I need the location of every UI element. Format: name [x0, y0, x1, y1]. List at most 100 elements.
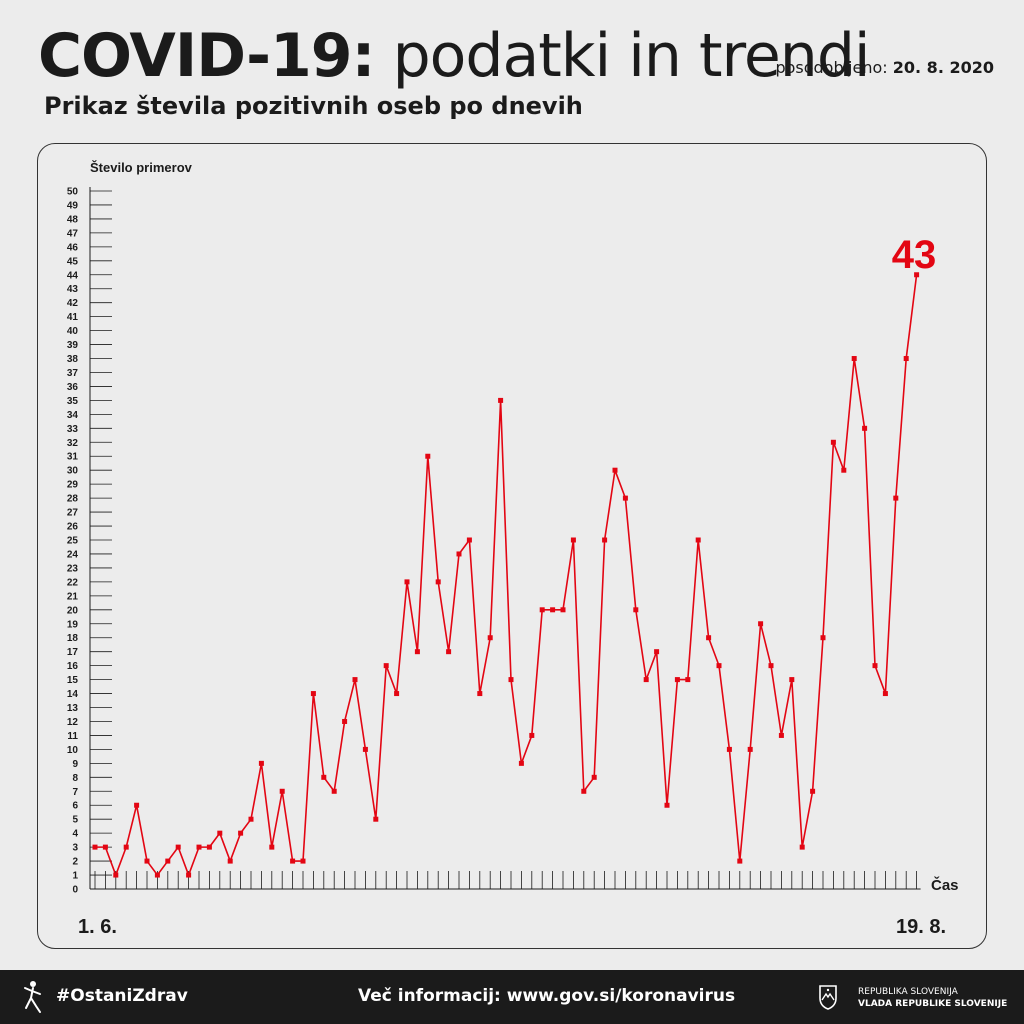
data-point: [539, 607, 545, 613]
data-point: [248, 816, 254, 822]
y-tick-label: 31: [67, 452, 79, 463]
data-point: [872, 663, 878, 669]
page-title: COVID-19: podatki in trendi: [38, 16, 871, 96]
y-tick-label: 34: [67, 410, 79, 421]
x-start-label: 1. 6.: [78, 916, 117, 938]
data-point: [789, 677, 795, 683]
data-point: [186, 872, 192, 878]
data-point: [425, 453, 431, 459]
data-point: [123, 844, 129, 850]
data-point: [92, 844, 98, 850]
y-tick-label: 10: [67, 745, 79, 756]
updated-stamp: posodobljeno: 20. 8. 2020: [775, 58, 994, 77]
title-light: podatki in trendi: [392, 21, 871, 91]
y-axis-label: Število primerov: [90, 160, 193, 175]
data-point: [362, 746, 368, 752]
data-point: [383, 663, 389, 669]
y-tick-label: 4: [72, 829, 78, 840]
y-tick-label: 32: [67, 438, 79, 449]
data-point: [331, 788, 337, 794]
y-tick-label: 17: [67, 647, 79, 658]
government-coat-of-arms-icon: [819, 985, 837, 1010]
updated-date: 20. 8. 2020: [892, 58, 994, 77]
y-tick-label: 33: [67, 424, 79, 435]
y-tick-label: 12: [67, 717, 79, 728]
data-point: [862, 425, 868, 431]
data-point: [258, 760, 264, 766]
data-point: [154, 872, 160, 878]
gov-line-1: REPUBLIKA SLOVENIJA: [858, 987, 958, 997]
y-tick-label: 23: [67, 563, 79, 574]
data-point: [404, 579, 410, 585]
chart-subtitle: Prikaz števila pozitivnih oseb po dnevih: [44, 92, 583, 120]
data-point: [695, 537, 701, 543]
data-point: [799, 844, 805, 850]
y-tick-label: 44: [67, 270, 79, 281]
y-tick-label: 48: [67, 214, 79, 225]
x-axis-label: Čas: [931, 876, 959, 894]
x-end-label: 19. 8.: [896, 916, 946, 938]
y-tick-label: 20: [67, 605, 79, 616]
data-point: [768, 663, 774, 669]
footer-bar: #OstaniZdrav Več informacij: www.gov.si/…: [0, 970, 1024, 1024]
data-point: [466, 537, 472, 543]
gov-line-2: VLADA REPUBLIKE SLOVENIJE: [858, 999, 1008, 1009]
y-tick-label: 25: [67, 536, 79, 547]
y-tick-label: 46: [67, 242, 79, 253]
data-point: [279, 788, 285, 794]
data-point: [342, 718, 348, 724]
data-point: [394, 691, 400, 697]
data-point: [373, 816, 379, 822]
data-point: [529, 732, 535, 738]
data-point: [882, 691, 888, 697]
data-point: [726, 746, 732, 752]
data-point: [654, 649, 660, 655]
data-point: [134, 802, 140, 808]
y-tick-label: 27: [67, 508, 79, 519]
data-point: [456, 551, 462, 557]
y-tick-label: 26: [67, 522, 79, 533]
data-point: [446, 649, 452, 655]
y-tick-label: 41: [67, 312, 79, 323]
data-point: [737, 858, 743, 864]
data-point: [810, 788, 816, 794]
y-tick-label: 38: [67, 354, 79, 365]
data-point: [758, 621, 764, 627]
y-tick-label: 50: [67, 187, 79, 198]
y-tick-label: 35: [67, 396, 79, 407]
data-point: [685, 677, 691, 683]
data-point: [238, 830, 244, 836]
data-point: [716, 663, 722, 669]
data-point: [570, 537, 576, 543]
data-point: [352, 677, 358, 683]
y-tick-label: 22: [67, 577, 79, 588]
data-point: [602, 537, 608, 543]
y-tick-label: 13: [67, 703, 79, 714]
data-point: [674, 677, 680, 683]
data-point: [581, 788, 587, 794]
data-point: [612, 467, 618, 473]
hashtag-link[interactable]: #OstaniZdrav: [56, 986, 188, 1006]
dancing-figure-icon: [24, 981, 41, 1013]
data-point: [300, 858, 306, 864]
y-tick-label: 11: [67, 731, 78, 742]
data-point: [217, 830, 223, 836]
chart-panel: [37, 143, 987, 949]
updated-label: posodobljeno:: [775, 58, 888, 77]
more-info-link[interactable]: Več informacij: www.gov.si/koronavirus: [358, 986, 736, 1006]
y-tick-label: 0: [72, 885, 78, 896]
data-points: [92, 272, 920, 878]
y-tick-label: 21: [67, 591, 79, 602]
data-point: [508, 677, 514, 683]
y-tick-label: 5: [72, 815, 78, 826]
data-point: [893, 495, 899, 501]
data-point: [914, 272, 920, 278]
y-tick-label: 9: [72, 759, 78, 770]
data-point: [165, 858, 171, 864]
y-tick-label: 28: [67, 494, 79, 505]
data-point: [227, 858, 233, 864]
data-point: [113, 872, 119, 878]
data-point: [560, 607, 566, 613]
government-label: REPUBLIKA SLOVENIJA VLADA REPUBLIKE SLOV…: [858, 986, 1007, 1010]
data-point: [196, 844, 202, 850]
